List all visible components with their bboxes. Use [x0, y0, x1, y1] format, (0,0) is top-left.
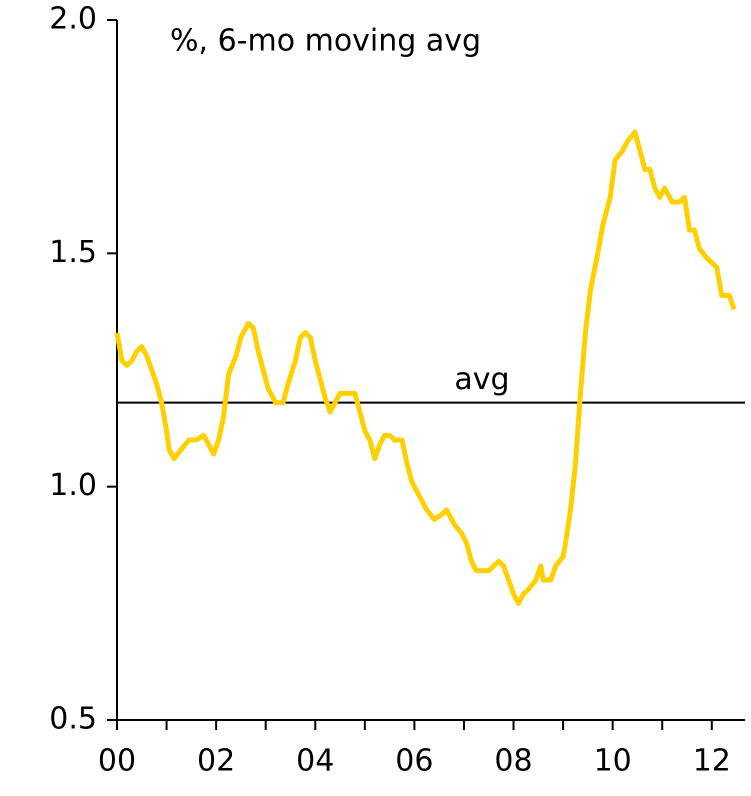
- y-tick-label: 2.0: [49, 2, 97, 37]
- series-line: [114, 129, 737, 606]
- y-tick-label: 1.5: [49, 235, 97, 270]
- x-tick-label: 00: [98, 744, 136, 779]
- x-tick-label: 06: [395, 744, 433, 779]
- average-label: avg: [454, 362, 509, 397]
- x-tick-label: 12: [693, 744, 731, 779]
- x-tick-label: 04: [296, 744, 334, 779]
- y-tick-label: 1.0: [49, 468, 97, 503]
- x-tick-label: 10: [594, 744, 632, 779]
- chart-title: %, 6-mo moving avg: [170, 24, 481, 59]
- x-tick-label: 08: [494, 744, 532, 779]
- x-tick-label: 02: [197, 744, 235, 779]
- y-tick-label: 0.5: [49, 702, 97, 737]
